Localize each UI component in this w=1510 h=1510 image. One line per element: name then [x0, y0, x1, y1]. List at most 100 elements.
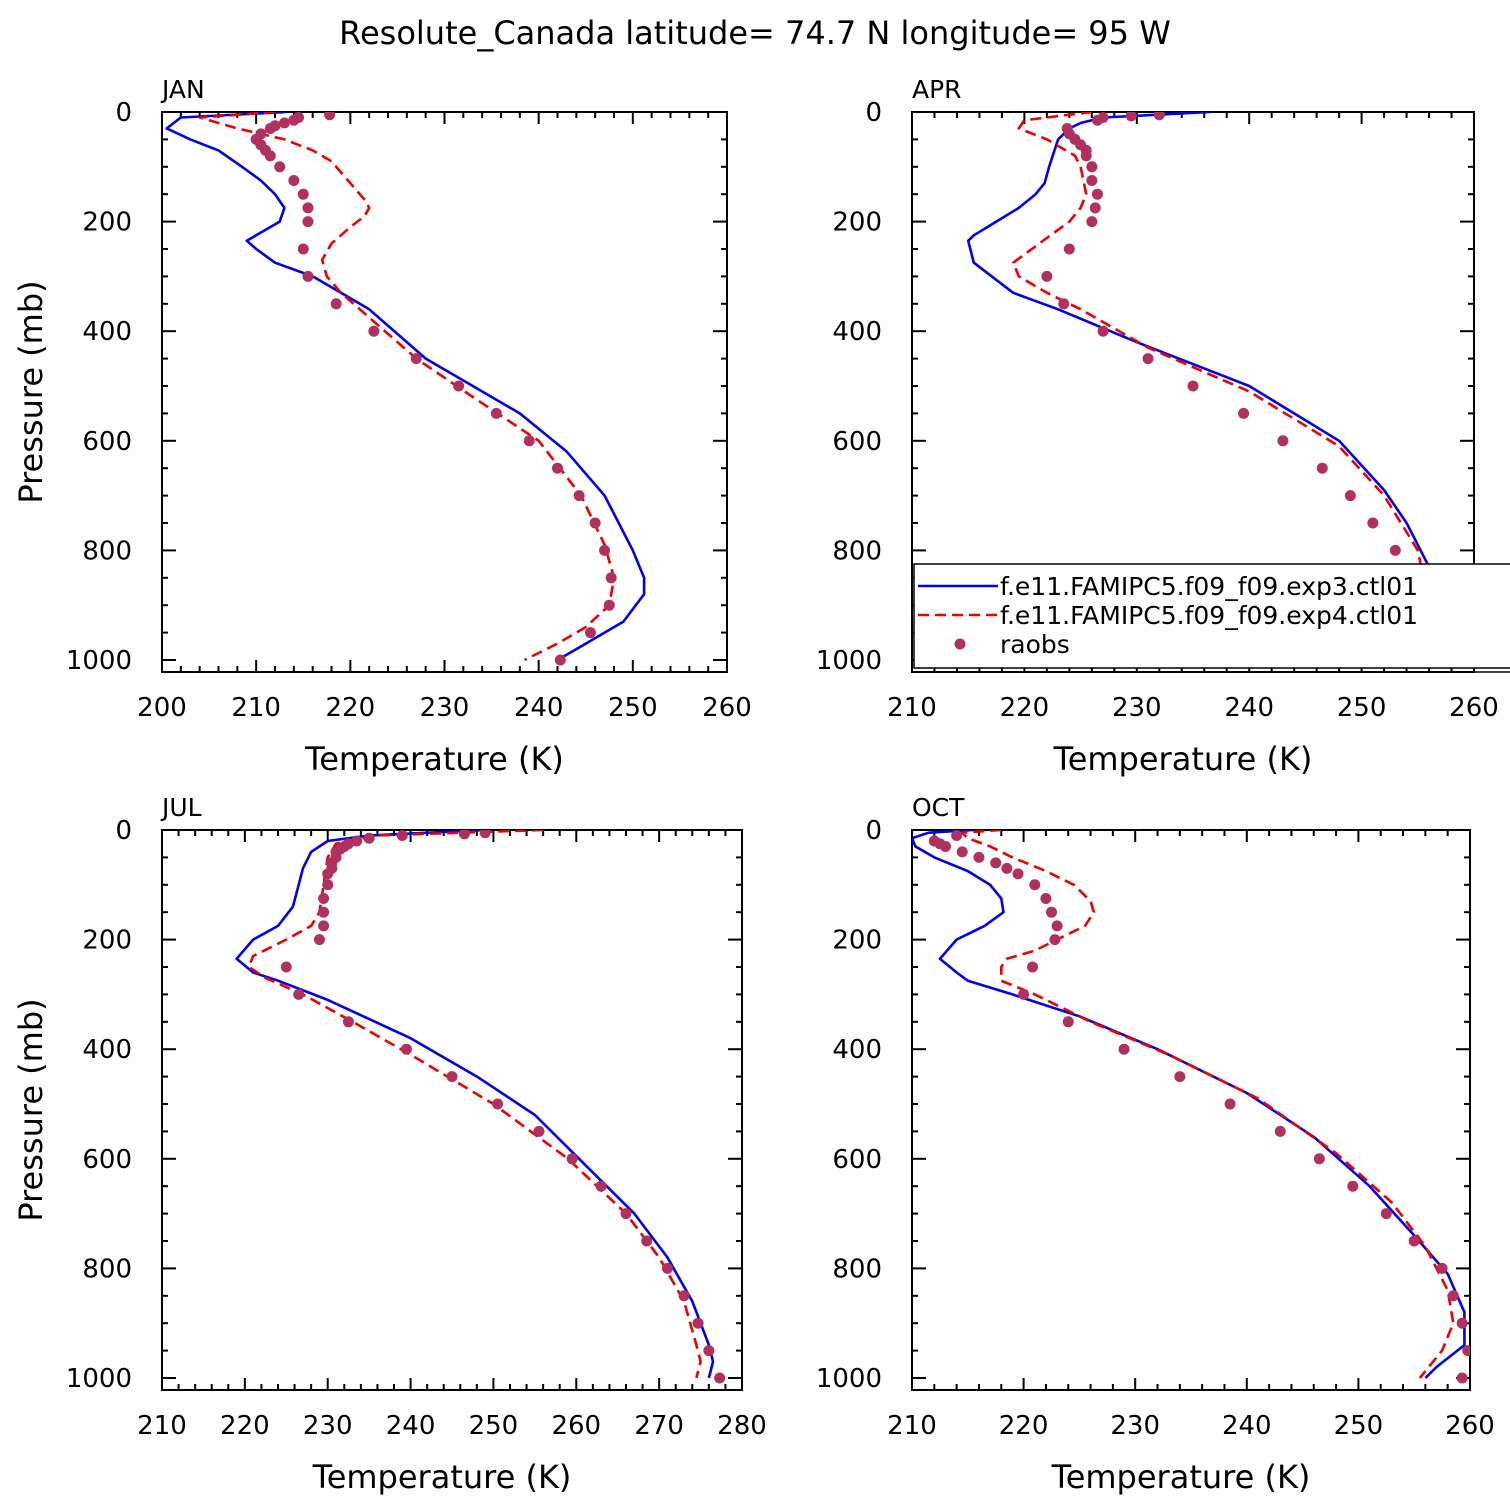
x-axis-label: Temperature (K) — [312, 1458, 572, 1496]
panel-title: OCT — [912, 793, 965, 822]
y-tick-label: 800 — [832, 1254, 882, 1284]
y-tick-label: 400 — [832, 1035, 882, 1065]
raobs-marker — [1001, 862, 1013, 874]
raobs-marker — [302, 270, 314, 282]
y-tick-label: 600 — [832, 1145, 882, 1175]
x-axis-label: Temperature (K) — [1051, 1458, 1311, 1496]
raobs-marker — [605, 572, 617, 584]
x-tick-label: 270 — [634, 1411, 684, 1441]
raobs-marker — [1086, 161, 1098, 173]
raobs-marker — [274, 161, 286, 173]
raobs-marker — [297, 243, 309, 255]
raobs-marker — [280, 961, 292, 973]
exp4-line — [247, 830, 702, 1379]
y-axis-label: Pressure (mb) — [12, 998, 50, 1221]
y-tick-label: 1000 — [816, 646, 882, 676]
raobs-marker — [1086, 175, 1098, 186]
raobs-marker — [1142, 353, 1154, 365]
legend-box — [913, 563, 1510, 669]
raobs-marker — [990, 857, 1002, 869]
y-tick-label: 1000 — [816, 1364, 882, 1394]
raobs-marker — [1274, 1125, 1286, 1137]
raobs-marker — [566, 1153, 578, 1165]
y-tick-label: 800 — [832, 536, 882, 566]
raobs-marker — [313, 934, 325, 946]
raobs-marker — [1049, 934, 1061, 946]
y-tick-label: 800 — [82, 1254, 132, 1284]
x-tick-label: 220 — [326, 693, 376, 723]
raobs-marker — [1316, 462, 1328, 474]
x-tick-label: 240 — [1224, 693, 1274, 723]
y-axis-label: Pressure (mb) — [12, 280, 50, 503]
exp3-line — [235, 830, 715, 1379]
raobs-marker — [453, 380, 465, 392]
raobs-marker — [1125, 112, 1137, 122]
plot-area — [235, 830, 726, 1384]
raobs-marker — [1380, 1208, 1392, 1220]
x-tick-label: 230 — [420, 693, 470, 723]
raobs-marker — [1187, 380, 1199, 392]
raobs-marker — [1080, 150, 1092, 162]
x-axis-label: Temperature (K) — [304, 740, 564, 778]
x-tick-label: 240 — [386, 1411, 436, 1441]
legend-label: f.e11.FAMIPC5.f09_f09.exp4.ctl01 — [1000, 601, 1418, 630]
x-tick-label: 280 — [717, 1411, 767, 1441]
plot-frame — [161, 111, 728, 673]
raobs-marker — [479, 830, 491, 839]
raobs-marker — [1277, 435, 1289, 447]
raobs-marker — [1058, 298, 1070, 310]
raobs-marker — [293, 988, 305, 1000]
raobs-marker — [1456, 1372, 1468, 1384]
raobs-marker — [714, 1372, 726, 1384]
panel-title: APR — [912, 75, 962, 104]
raobs-marker — [318, 906, 330, 918]
raobs-marker — [661, 1262, 673, 1274]
y-tick-label: 600 — [832, 427, 882, 457]
raobs-marker — [603, 599, 615, 611]
raobs-marker — [1097, 325, 1109, 337]
raobs-marker — [297, 188, 309, 200]
raobs-marker — [1436, 1262, 1448, 1274]
panel-apr: APR 210 220 230 240 250 260 0 200 400 600 800 1000 Te… — [816, 75, 1510, 778]
plot-frame — [161, 829, 743, 1391]
y-tick-label: 0 — [865, 98, 882, 128]
raobs-marker — [400, 1043, 412, 1055]
raobs-marker — [363, 832, 375, 844]
y-tick-label: 600 — [82, 427, 132, 457]
raobs-marker — [1027, 961, 1039, 973]
x-tick-label: 240 — [514, 693, 564, 723]
x-tick-label: 260 — [1449, 693, 1499, 723]
y-tick-label: 400 — [832, 317, 882, 347]
raobs-marker — [1012, 868, 1024, 880]
x-tick-label: 230 — [1112, 693, 1162, 723]
x-tick-label: 250 — [1334, 1411, 1384, 1441]
raobs-marker — [490, 407, 502, 419]
raobs-marker — [554, 654, 566, 666]
raobs-marker — [396, 830, 408, 841]
raobs-marker — [492, 1098, 504, 1110]
x-tick-label: 210 — [887, 1411, 937, 1441]
x-tick-label: 200 — [137, 693, 187, 723]
raobs-marker — [1462, 1345, 1470, 1357]
raobs-marker — [1062, 1016, 1074, 1028]
plot-frame — [911, 829, 1471, 1391]
panel-oct: OCT 210 220 230 240 250 260 0 200 400 600 800 1000 Te… — [816, 793, 1495, 1496]
x-tick-label: 250 — [1337, 693, 1387, 723]
legend-marker — [954, 638, 966, 650]
y-tick-label: 200 — [832, 208, 882, 238]
legend-label: raobs — [1000, 630, 1070, 659]
raobs-marker — [1347, 1180, 1359, 1192]
exp3-line — [165, 112, 646, 662]
raobs-marker — [1408, 1235, 1420, 1247]
raobs-marker — [368, 325, 380, 337]
y-tick-label: 400 — [82, 317, 132, 347]
raobs-marker — [973, 851, 985, 863]
raobs-marker — [589, 517, 601, 529]
x-tick-label: 220 — [220, 1411, 270, 1441]
plot-area — [912, 830, 1470, 1384]
x-tick-label: 230 — [1110, 1411, 1160, 1441]
x-tick-label: 260 — [1445, 1411, 1495, 1441]
raobs-marker — [584, 627, 596, 639]
raobs-marker — [523, 435, 535, 447]
